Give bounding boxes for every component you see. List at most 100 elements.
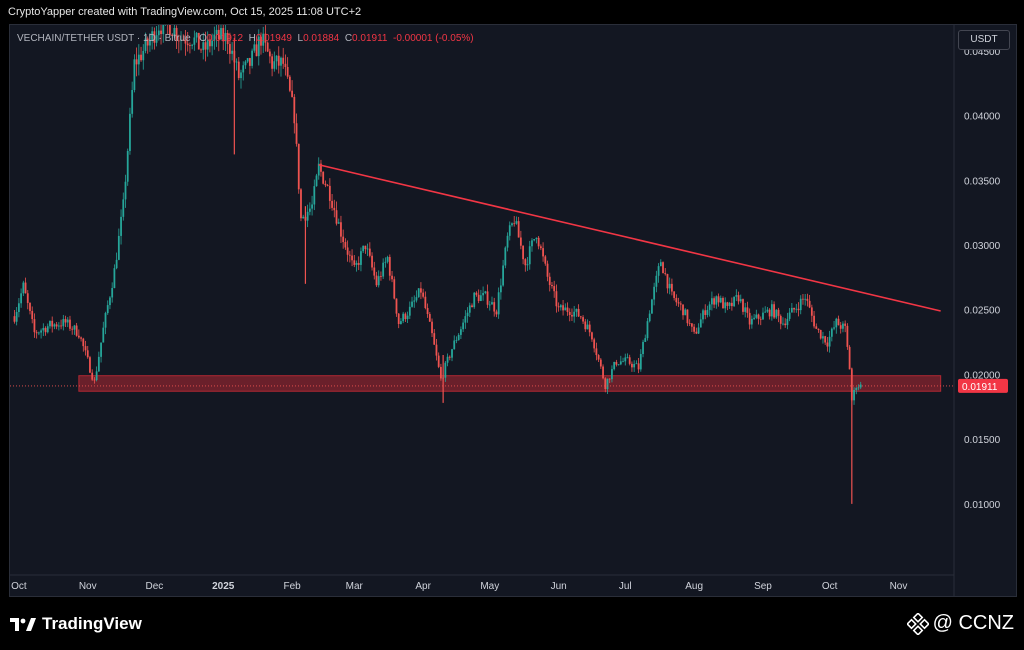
candle-body [699,319,702,328]
candle-body [22,282,25,294]
candle-body [599,359,602,367]
candle-body [204,42,207,50]
x-tick-label: Apr [415,581,431,592]
candle-body [246,58,249,62]
candle-body [324,183,327,186]
candle-body [688,323,691,324]
candle-body [782,323,784,325]
watermark-text: @ CCNZ [932,612,1014,634]
candle-body [553,286,556,292]
candle-body [333,207,336,211]
candle-body [117,235,120,260]
candle-body [184,40,187,44]
candle-body [177,40,180,42]
candle-body [719,297,722,303]
candle-body [613,362,616,370]
price-chart[interactable]: 0.04500 0.04000 0.03500 0.03000 0.02500 0.020… [10,25,1016,596]
candle-body [271,56,273,69]
candle-body [491,302,493,305]
candle-body [462,322,465,330]
candle-body [555,291,558,307]
candle-body [397,313,400,324]
candle-body [797,308,800,311]
candle-body [237,61,240,79]
candle-body [348,254,351,256]
candle-body [346,247,349,255]
candle-body [20,293,23,304]
candle-body [395,298,398,314]
candle-body [631,363,633,368]
candle-body [57,325,60,327]
chart-frame[interactable]: 0.04500 0.04000 0.03500 0.03000 0.02500 0.020… [9,24,1017,597]
candle-body [411,301,413,307]
candle-body [302,216,305,219]
currency-button[interactable]: USDT [958,30,1010,50]
candle-body [431,321,433,334]
candle-body [848,346,851,370]
x-tick-label: Aug [685,581,703,592]
candle-body [31,310,34,320]
candle-body [224,32,227,42]
candle-body [768,309,771,317]
ccnz-watermark: @ CCNZ [906,612,1014,635]
candle-body [300,189,302,219]
descending-trendline[interactable] [318,163,941,312]
candle-body [451,349,453,358]
candle-body [342,236,345,242]
y-tick-label: 0.01500 [964,435,1001,446]
candle-body [262,33,265,46]
candle-body [344,241,347,248]
candle-body [762,312,764,320]
chart-credit: CryptoYapper created with TradingView.co… [8,6,362,18]
candle-body [268,51,271,57]
candle-body [691,323,693,327]
candle-body [633,364,636,368]
candle-body [413,300,416,302]
candle-body [175,27,178,41]
symbol-name[interactable]: VECHAIN/TETHER USDT · 1D · Bitrue [17,33,191,44]
x-tick-label: 2025 [212,581,235,592]
candle-body [15,312,18,322]
candle-body [822,336,824,339]
candle-body [384,261,387,263]
candle-body [391,275,393,280]
x-tick-label: Feb [283,581,301,592]
candle-body [724,302,727,309]
candle-body [322,171,325,184]
candle-body [97,356,100,372]
candle-body [735,295,738,297]
candle-body [180,39,182,41]
candle-body [368,248,371,256]
tradingview-logo[interactable]: TradingView [10,614,142,634]
candle-body [591,332,593,340]
candle-body [35,332,38,334]
candle-body [153,31,156,43]
candle-body [89,357,91,373]
x-tick-label: Dec [145,581,163,592]
candle-body [855,388,858,391]
candle-body [588,324,591,333]
candle-body [815,326,818,329]
candle-body [562,305,564,311]
candle-body [240,72,242,79]
candle-body [420,288,422,293]
candle-body [157,30,160,36]
candle-body [380,276,382,277]
candle-body [129,113,131,151]
candle-body [29,302,31,311]
x-tick-label: May [480,581,499,592]
candle-body [137,54,140,65]
candle-body [479,295,482,301]
open-label: O [199,33,207,44]
candle-body [291,90,293,97]
support-zone[interactable] [78,375,942,392]
x-tick-label: Oct [11,581,27,592]
candle-body [266,42,269,52]
candle-body [260,36,262,46]
candle-body [446,356,449,363]
candle-body [706,309,709,315]
candle-body [502,265,505,286]
candle-body [568,312,571,315]
candle-body [335,210,338,224]
candle-body [37,332,40,334]
